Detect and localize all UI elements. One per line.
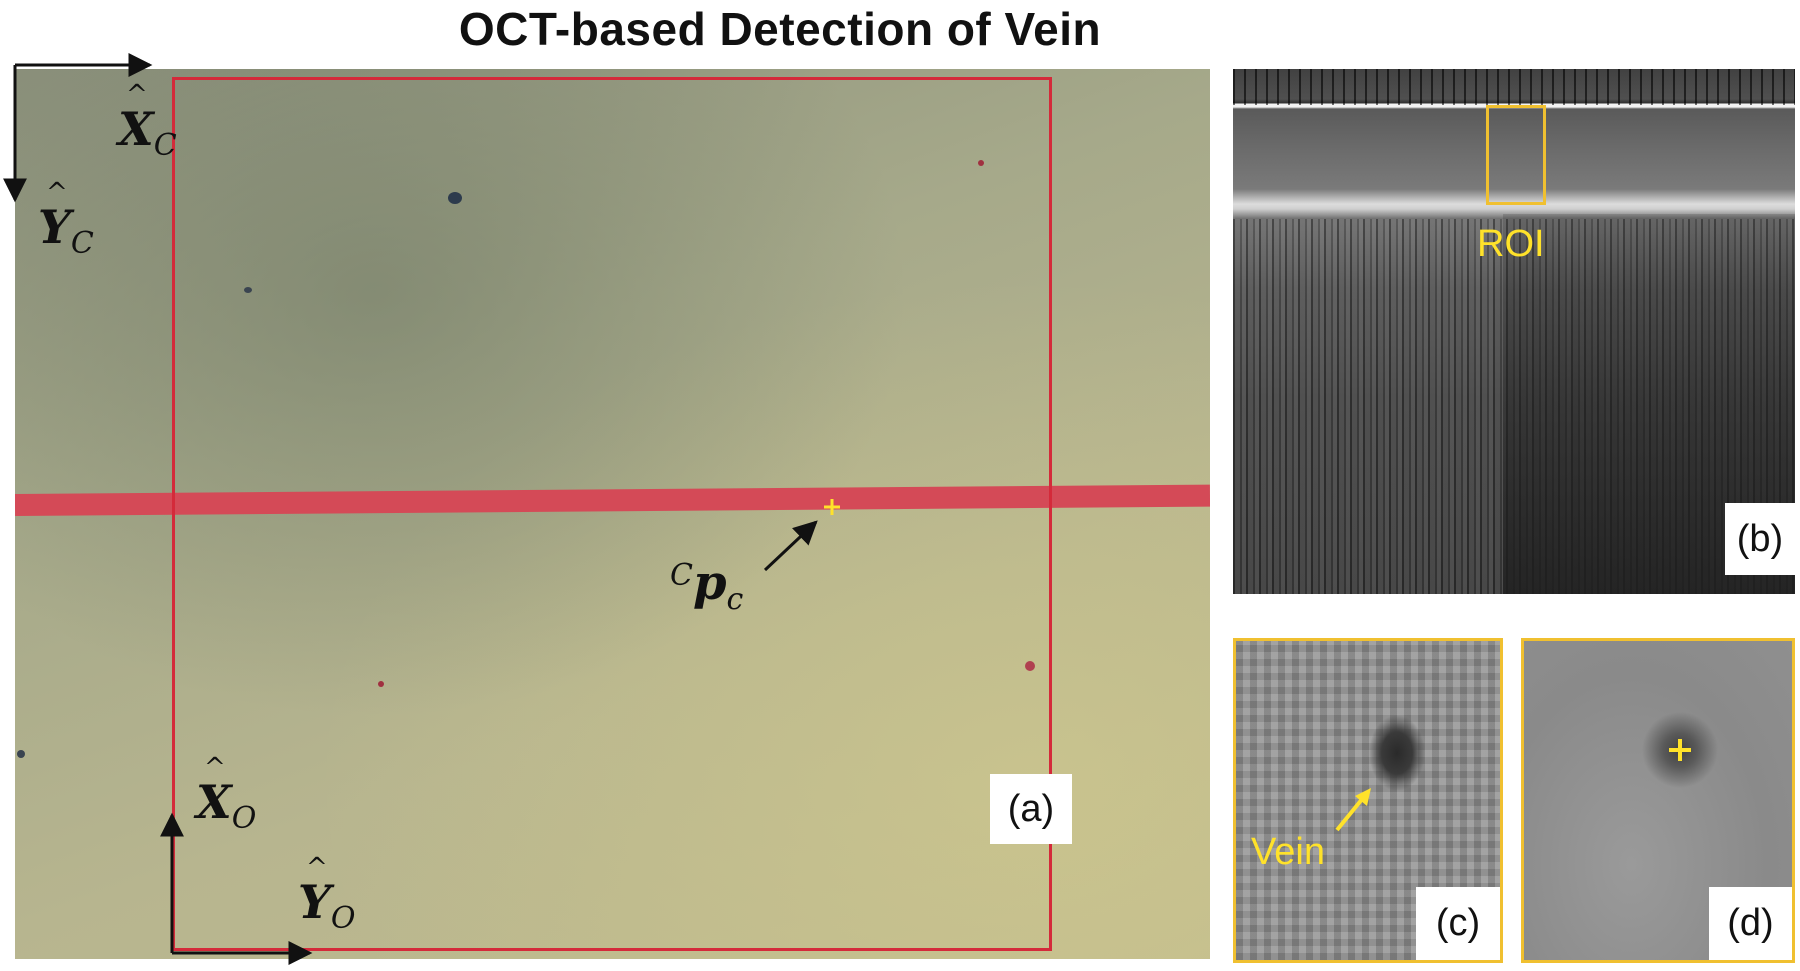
oct-scan-region-box	[172, 77, 1052, 951]
speck	[448, 192, 462, 204]
speck	[378, 681, 384, 687]
oct-bscan-panel: ROI (b)	[1233, 69, 1795, 594]
x-c-axis-label: XC	[118, 80, 177, 163]
camera-image-panel: (a)	[15, 69, 1210, 959]
y-c-axis-label: YC	[38, 178, 94, 261]
panel-d-label: (d)	[1709, 887, 1792, 960]
filtered-roi-panel: (d)	[1521, 638, 1795, 963]
roi-box	[1486, 105, 1546, 205]
panel-c-label: (c)	[1416, 887, 1500, 960]
bscan-top-noise	[1233, 69, 1795, 105]
point-p-c-label: Cpc	[670, 555, 744, 617]
panel-a-label: (a)	[990, 774, 1072, 844]
roi-zoom-panel: Vein (c)	[1233, 638, 1503, 963]
panel-b-label: (b)	[1725, 503, 1795, 575]
figure-title: OCT-based Detection of Vein	[458, 3, 1102, 55]
speck	[1025, 661, 1035, 671]
speck	[244, 287, 252, 293]
vein-label: Vein	[1251, 831, 1325, 873]
y-o-axis-label: YO	[298, 853, 355, 936]
vein-arrow	[1335, 788, 1371, 832]
vein-center-crosshair	[1669, 739, 1691, 761]
x-o-axis-label: XO	[196, 753, 256, 836]
speck	[978, 160, 984, 166]
speck	[17, 750, 25, 758]
roi-label: ROI	[1477, 223, 1545, 265]
